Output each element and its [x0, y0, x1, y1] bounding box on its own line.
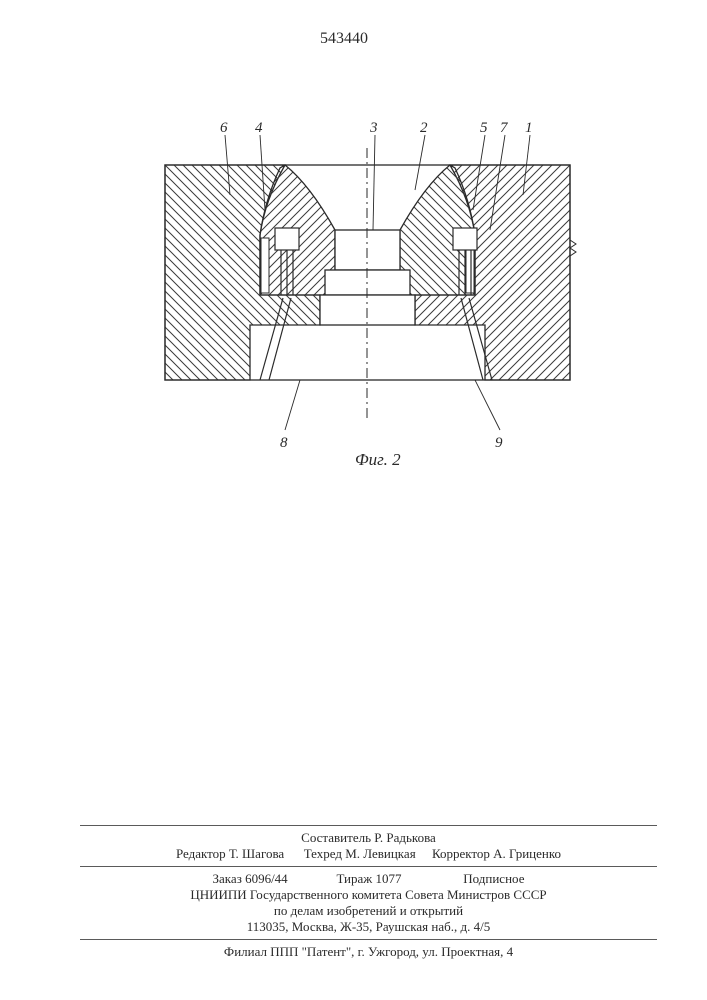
callout-6: 6 — [220, 120, 228, 137]
corrector: Корректор А. Гриценко — [432, 846, 561, 861]
callout-3: 3 — [370, 120, 378, 137]
callout-8: 8 — [280, 435, 288, 452]
editor: Редактор Т. Шагова — [176, 846, 284, 861]
page: 543440 — [0, 0, 707, 1000]
figure-label: Фиг. 2 — [355, 450, 401, 470]
callout-5: 5 — [480, 120, 488, 137]
org-line-1: ЦНИИПИ Государственного комитета Совета … — [80, 887, 657, 903]
callout-4: 4 — [255, 120, 263, 137]
branch: Филиал ППП "Патент", г. Ужгород, ул. Про… — [80, 944, 657, 960]
imprint-footer: Составитель Р. Радькова Редактор Т. Шаго… — [80, 821, 657, 960]
staff-row: Редактор Т. Шагова Техред М. Левицкая Ко… — [80, 846, 657, 862]
signed: Подписное — [463, 871, 524, 886]
callout-1: 1 — [525, 120, 533, 137]
print-row: Заказ 6096/44 Тираж 1077 Подписное — [80, 871, 657, 887]
tirazh: Тираж 1077 — [336, 871, 401, 886]
compiler: Составитель Р. Радькова — [80, 830, 657, 846]
callout-2: 2 — [420, 120, 428, 137]
callout-9: 9 — [495, 435, 503, 452]
figure-2: 643257189 Фиг. 2 — [75, 120, 595, 455]
order-number: Заказ 6096/44 — [213, 871, 288, 886]
figure-svg — [75, 120, 595, 450]
patent-number: 543440 — [320, 30, 368, 48]
org-line-2: по делам изобретений и открытий — [80, 903, 657, 919]
address: 113035, Москва, Ж-35, Раушская наб., д. … — [80, 919, 657, 935]
tech-editor: Техред М. Левицкая — [304, 846, 416, 861]
callout-7: 7 — [500, 120, 508, 137]
